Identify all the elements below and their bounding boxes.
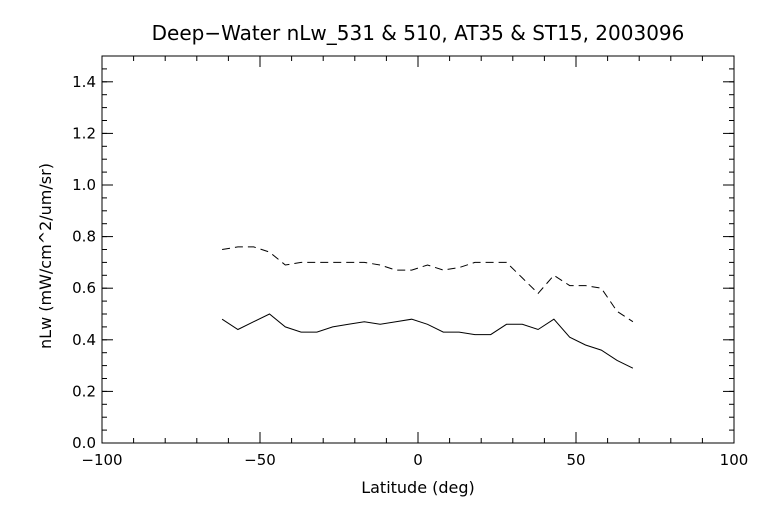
y-tick-label: 0.6 [72, 279, 96, 297]
y-tick-label: 1.2 [72, 124, 96, 142]
x-tick-label: −100 [81, 451, 122, 469]
y-tick-label: 0.4 [72, 331, 96, 349]
x-tick-label: 50 [566, 451, 585, 469]
x-tick-label: 0 [413, 451, 423, 469]
x-tick-label: −50 [244, 451, 276, 469]
y-tick-label: 1.4 [72, 73, 96, 91]
axis-ticks: −100 −50 0 50 100 0.0 0.2 0.4 0.6 0.8 1.0 1.2 1.4 [72, 55, 749, 469]
y-tick-label: 1.0 [72, 176, 96, 194]
y-tick-label: 0.2 [72, 382, 96, 400]
y-tick-label: 0.0 [72, 434, 96, 452]
series-line-dashed [222, 246, 634, 323]
data-series [221, 246, 634, 369]
plot-axes [101, 55, 735, 444]
series-line-solid [221, 313, 634, 369]
x-tick-label: 100 [720, 451, 749, 469]
plot-frame [101, 55, 735, 444]
chart-title: Deep−Water nLw_531 & 510, AT35 & ST15, 2… [152, 21, 685, 45]
y-tick-label: 0.8 [72, 228, 96, 246]
y-axis-label: nLw (mW/cm^2/um/sr) [36, 163, 55, 349]
x-axis-label: Latitude (deg) [361, 478, 475, 497]
